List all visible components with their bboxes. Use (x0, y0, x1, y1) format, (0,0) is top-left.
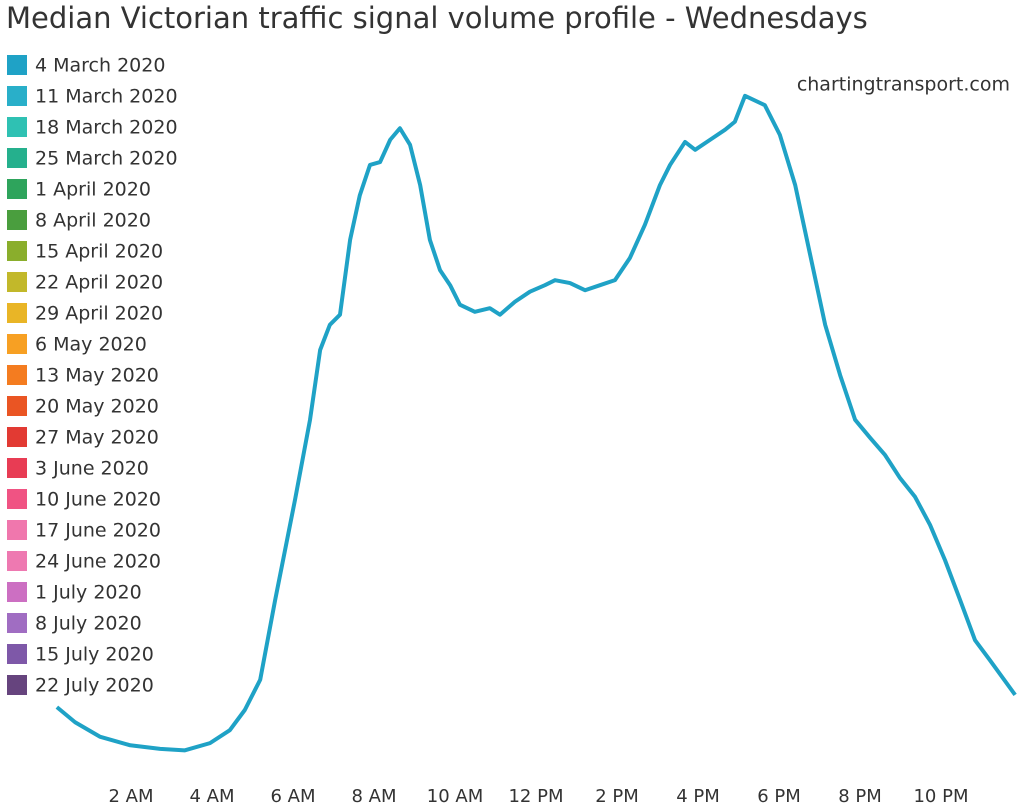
x-tick-label: 2 AM (108, 786, 153, 807)
x-tick-label: 8 PM (838, 786, 882, 807)
x-tick-label: 2 PM (595, 786, 639, 807)
legend-swatch (7, 179, 27, 199)
legend-swatch (7, 551, 27, 571)
legend-label: 27 May 2020 (35, 427, 159, 449)
legend-label: 17 June 2020 (35, 520, 161, 542)
legend-swatch (7, 272, 27, 292)
legend-label: 29 April 2020 (35, 303, 163, 325)
legend-label: 15 April 2020 (35, 241, 163, 263)
x-tick-label: 4 PM (676, 786, 720, 807)
x-tick-label: 12 PM (508, 786, 563, 807)
legend-label: 20 May 2020 (35, 396, 159, 418)
x-tick-label: 6 PM (757, 786, 801, 807)
legend-label: 6 May 2020 (35, 334, 147, 356)
legend-label: 8 April 2020 (35, 210, 151, 232)
legend-label: 1 July 2020 (35, 582, 142, 604)
legend-swatch (7, 427, 27, 447)
legend-label: 25 March 2020 (35, 148, 178, 170)
chart-title: Median Victorian traffic signal volume p… (6, 1, 868, 35)
x-tick-label: 8 AM (351, 786, 396, 807)
legend-swatch (7, 117, 27, 137)
legend-label: 3 June 2020 (35, 458, 149, 480)
legend-swatch (7, 582, 27, 602)
legend-swatch (7, 613, 27, 633)
legend-label: 4 March 2020 (35, 55, 165, 77)
legend-swatch (7, 458, 27, 478)
legend-label: 18 March 2020 (35, 117, 178, 139)
watermark: chartingtransport.com (797, 74, 1010, 96)
legend-label: 24 June 2020 (35, 551, 161, 573)
legend-swatch (7, 210, 27, 230)
legend-swatch (7, 644, 27, 664)
legend-label: 22 July 2020 (35, 675, 154, 697)
legend-swatch (7, 365, 27, 385)
x-tick-label: 10 AM (427, 786, 483, 807)
legend-label: 8 July 2020 (35, 613, 142, 635)
x-tick-label: 10 PM (913, 786, 968, 807)
legend-label: 13 May 2020 (35, 365, 159, 387)
legend-label: 11 March 2020 (35, 86, 178, 108)
legend-swatch (7, 86, 27, 106)
legend-swatch (7, 489, 27, 509)
x-tick-label: 6 AM (270, 786, 315, 807)
legend-swatch (7, 334, 27, 354)
legend-label: 1 April 2020 (35, 179, 151, 201)
legend-swatch (7, 303, 27, 323)
legend-label: 10 June 2020 (35, 489, 161, 511)
legend-swatch (7, 148, 27, 168)
series-line (55, 93, 1017, 753)
legend-swatch (7, 396, 27, 416)
legend-label: 15 July 2020 (35, 644, 154, 666)
legend-label: 22 April 2020 (35, 272, 163, 294)
legend-swatch (7, 241, 27, 261)
legend-swatch (7, 55, 27, 75)
x-tick-label: 4 AM (189, 786, 234, 807)
legend-swatch (7, 520, 27, 540)
legend-swatch (7, 675, 27, 695)
